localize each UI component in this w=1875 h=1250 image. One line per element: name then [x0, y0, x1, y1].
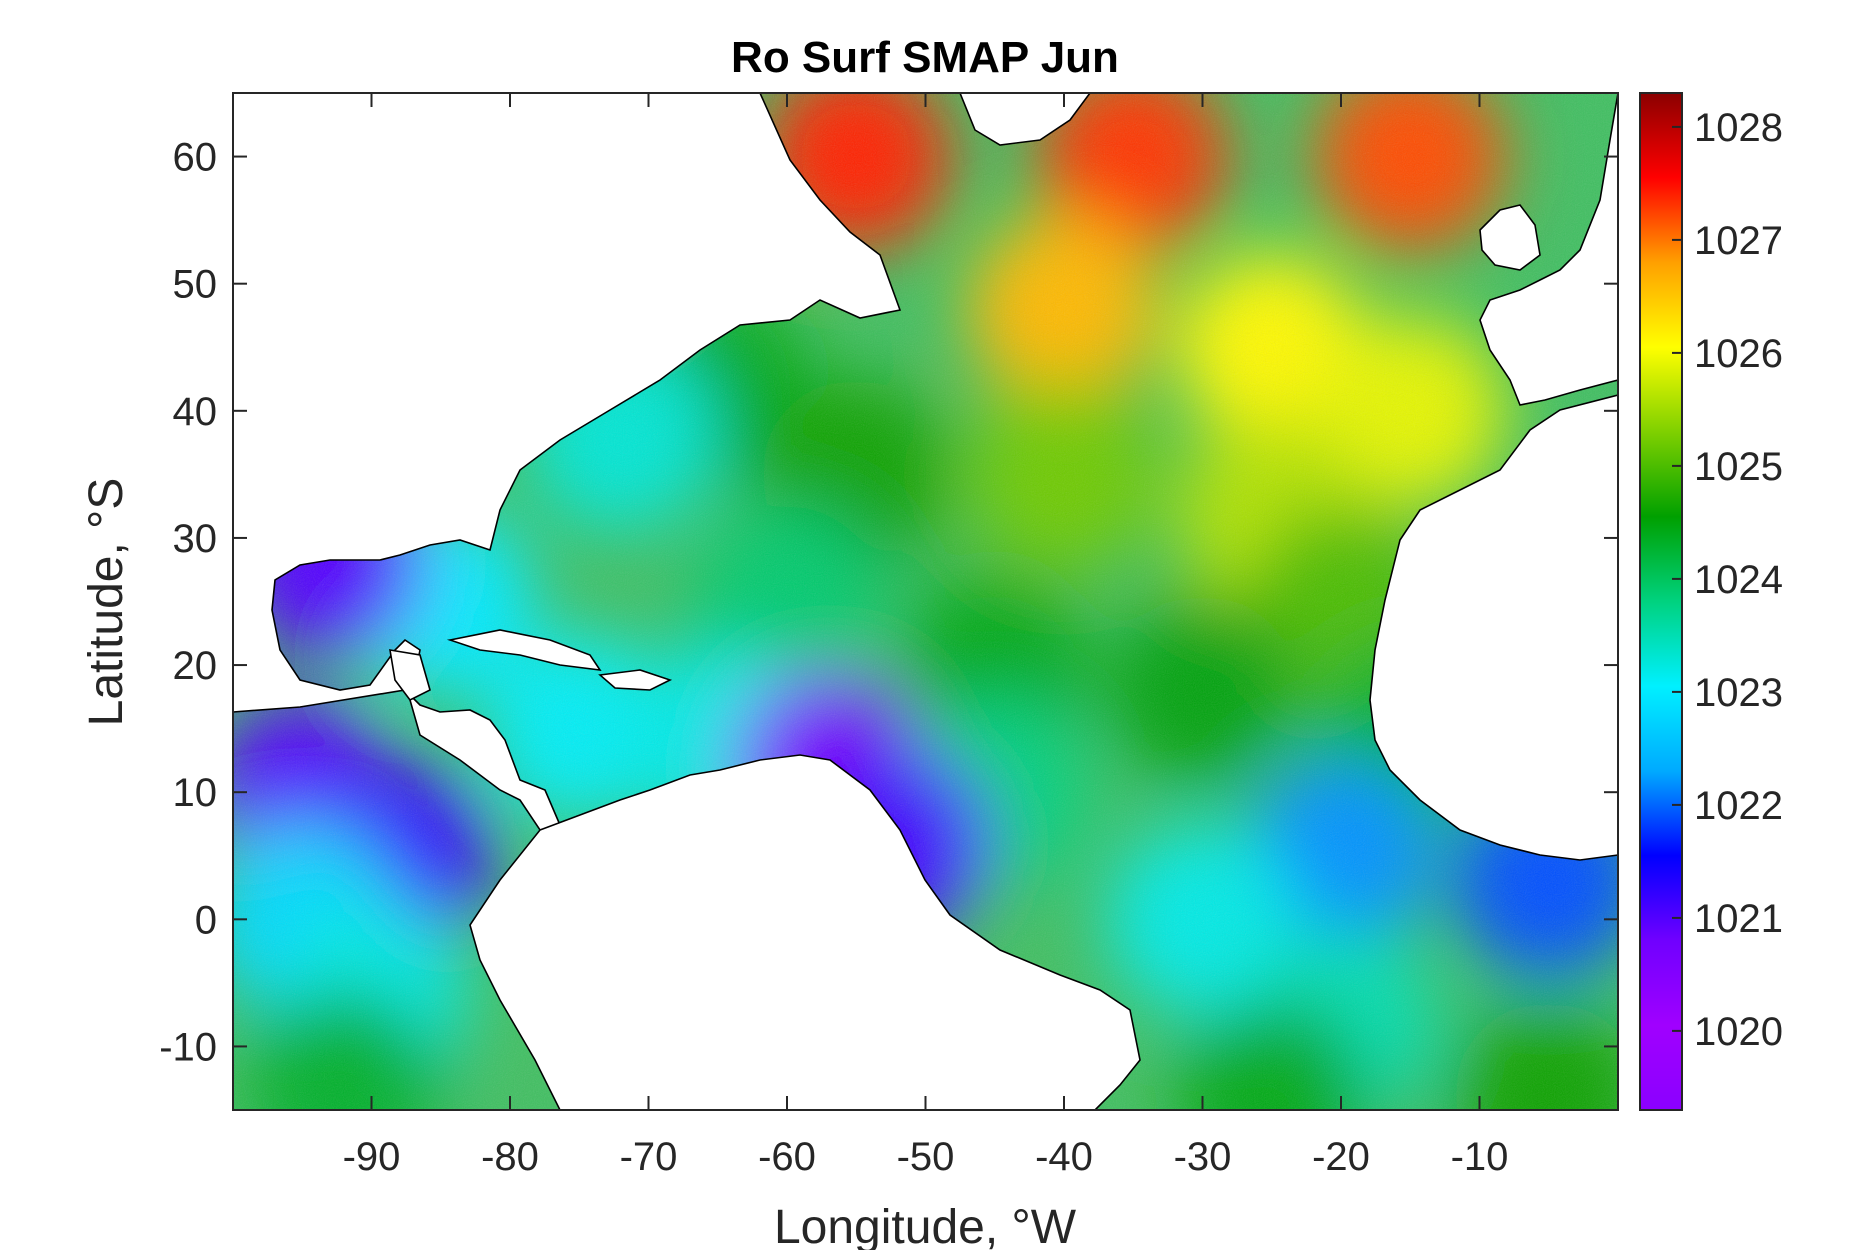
x-tick-label: -50 — [897, 1135, 955, 1179]
greenland-land — [959, 93, 1091, 146]
colorbar-tick-label: 1023 — [1694, 671, 1783, 715]
x-tick-label: -20 — [1312, 1135, 1370, 1179]
europe-land — [1479, 93, 1618, 406]
y-tick-label: 0 — [195, 898, 217, 942]
y-tick-label: 50 — [173, 263, 218, 307]
y-tick-label: 30 — [173, 517, 218, 561]
hispaniola-land — [598, 669, 673, 691]
x-tick-label: -90 — [343, 1135, 401, 1179]
colorbar-tick-label: 1027 — [1694, 219, 1783, 263]
y-tick-label: 10 — [173, 771, 218, 815]
colorbar: 1020 1021 1022 1023 1024 1025 1026 1027 1028 — [1639, 92, 1783, 1111]
land-masses — [233, 93, 1618, 1110]
x-tick-label: -10 — [1451, 1135, 1509, 1179]
south-america-land — [469, 754, 1141, 1110]
colorbar-tick-label: 1021 — [1694, 897, 1783, 941]
y-axis-label: Latitude, °S — [80, 478, 133, 727]
y-axis-ticks: -10 0 10 20 30 40 50 60 — [159, 136, 1618, 1069]
cuba-land — [446, 629, 602, 672]
colorbar-fill — [1639, 92, 1683, 1111]
british-isles-land — [1479, 204, 1541, 271]
x-tick-label: -60 — [758, 1135, 816, 1179]
colorbar-tick-label: 1026 — [1694, 332, 1783, 376]
yucatan-land — [389, 649, 431, 702]
x-tick-label: -40 — [1035, 1135, 1093, 1179]
colorbar-tick-label: 1028 — [1694, 106, 1783, 150]
colorbar-tick-label: 1022 — [1694, 784, 1783, 828]
y-tick-label: 40 — [173, 390, 218, 434]
colorbar-tick-label: 1020 — [1694, 1010, 1783, 1054]
colorbar-tick-label: 1024 — [1694, 558, 1783, 602]
y-tick-label: 20 — [173, 644, 218, 688]
x-tick-label: -30 — [1174, 1135, 1232, 1179]
y-tick-label: 60 — [173, 136, 218, 180]
colorbar-ticks: 1020 1021 1022 1023 1024 1025 1026 1027 1028 — [1672, 106, 1783, 1054]
chart-title: Ro Surf SMAP Jun — [731, 33, 1119, 82]
plot-area — [233, 93, 1618, 1110]
north-america-land — [233, 93, 902, 831]
colorbar-tick-label: 1025 — [1694, 445, 1783, 489]
x-tick-label: -80 — [481, 1135, 539, 1179]
x-tick-label: -70 — [620, 1135, 678, 1179]
x-axis-label: Longitude, °W — [774, 1201, 1077, 1250]
africa-land — [1369, 394, 1618, 861]
y-tick-label: -10 — [159, 1025, 217, 1069]
x-axis-ticks: -90 -80 -70 -60 -50 -40 -30 -20 -10 — [343, 93, 1509, 1179]
